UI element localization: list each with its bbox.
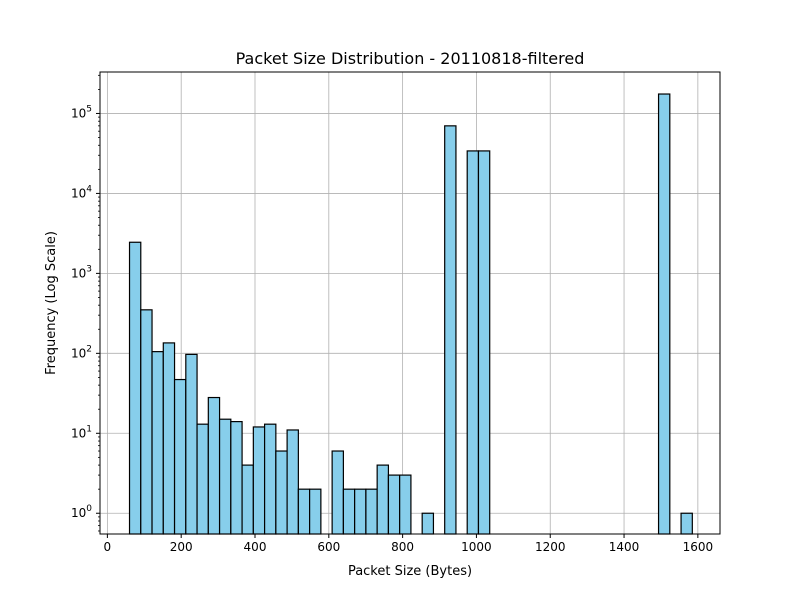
axes-frame	[99, 71, 721, 535]
x-tick-label: 1200	[535, 540, 566, 554]
y-tick-label: 100	[71, 504, 92, 520]
x-axis-label: Packet Size (Bytes)	[348, 564, 472, 579]
histogram-bar	[297, 488, 311, 535]
y-tick-label: 102	[71, 344, 92, 360]
histogram-bar	[354, 488, 367, 535]
x-tick-label: 0	[104, 540, 112, 554]
histogram-bar	[140, 309, 153, 535]
histogram-bar	[151, 351, 164, 535]
histogram-bar	[387, 474, 401, 535]
histogram-bar	[309, 488, 322, 535]
histogram-bar	[218, 418, 232, 535]
y-axis-label: Frequency (Log Scale)	[44, 231, 59, 375]
y-tick-label: 105	[71, 104, 92, 120]
histogram-bar	[421, 512, 435, 535]
x-tick-label: 1400	[609, 540, 640, 554]
histogram-bar	[275, 450, 288, 535]
histogram-bar	[680, 512, 693, 535]
x-tick-label: 1000	[461, 540, 492, 554]
histogram-bar	[342, 488, 356, 535]
y-tick-label: 103	[71, 264, 92, 280]
histogram-bar	[241, 464, 254, 535]
histogram-bar	[466, 150, 480, 535]
x-tick-label: 600	[317, 540, 340, 554]
ticks: 0 200 400 600 800 1000 1200 1400 1600 100 101 102 10…	[71, 74, 714, 554]
histogram-bar	[657, 93, 671, 535]
histogram-bar	[128, 241, 142, 535]
y-tick-label: 104	[71, 184, 92, 200]
histogram-bar	[331, 450, 344, 535]
x-tick-label: 800	[391, 540, 414, 554]
x-tick-label: 400	[244, 540, 267, 554]
histogram-bar	[477, 150, 491, 535]
histogram-bar	[252, 426, 266, 535]
histogram-bar	[230, 421, 243, 535]
histogram-bar	[162, 342, 176, 535]
histogram-bar	[444, 125, 457, 535]
histogram-bar	[365, 488, 378, 535]
histogram-bar	[207, 396, 221, 535]
x-tick-label: 200	[170, 540, 193, 554]
histogram-bar	[173, 378, 187, 535]
chart-title: Packet Size Distribution - 20110818-filt…	[236, 49, 585, 68]
histogram-bar	[399, 474, 412, 535]
x-tick-label: 1600	[683, 540, 714, 554]
y-tick-label: 101	[71, 424, 92, 440]
histogram-bar	[196, 423, 209, 535]
histogram-bar	[376, 464, 390, 535]
histogram-bar	[263, 423, 277, 535]
histogram-bar	[185, 353, 198, 535]
histogram-bar	[286, 429, 299, 535]
